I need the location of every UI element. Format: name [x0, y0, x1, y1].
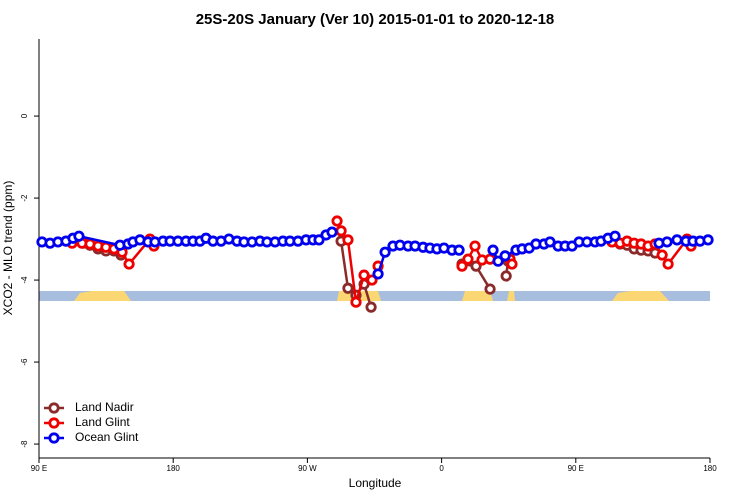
land-band [507, 291, 515, 301]
point [609, 230, 621, 242]
land-band [462, 291, 493, 301]
point [487, 244, 499, 256]
y-tick-label: -4 [20, 276, 29, 284]
y-axis-label: XCO2 - MLO trend (ppm) [1, 181, 15, 316]
x-tick-label: 180 [167, 464, 181, 473]
land-band [612, 291, 669, 301]
point [453, 244, 465, 256]
point [661, 236, 673, 248]
point [313, 234, 325, 246]
land-band [74, 291, 131, 301]
point [365, 301, 377, 313]
point [671, 234, 683, 246]
legend-label: Land Nadir [75, 400, 134, 414]
y-tick-label: -8 [20, 440, 29, 448]
point [544, 236, 556, 248]
x-tick-label: 90 E [31, 464, 47, 473]
point [456, 260, 468, 272]
point [379, 246, 391, 258]
point [656, 249, 668, 261]
point [484, 283, 496, 295]
point [662, 258, 674, 270]
point [499, 250, 511, 262]
x-tick-label: 90 E [568, 464, 584, 473]
point [123, 258, 135, 270]
point [366, 274, 378, 286]
surface-band [39, 291, 710, 301]
legend-marker [48, 417, 60, 429]
y-tick-label: 0 [20, 113, 29, 118]
y-tick-label: -2 [20, 194, 29, 202]
chart-title: 25S-20S January (Ver 10) 2015-01-01 to 2… [196, 11, 555, 28]
point [702, 234, 714, 246]
x-tick-label: 180 [703, 464, 717, 473]
point [331, 215, 343, 227]
y-tick-label: -6 [20, 358, 29, 366]
point [492, 255, 504, 267]
point [372, 268, 384, 280]
point [350, 296, 362, 308]
point [342, 234, 354, 246]
x-tick-label: 0 [439, 464, 444, 473]
x-tick-label: 90 W [298, 464, 317, 473]
point [335, 225, 347, 237]
point [506, 258, 518, 270]
legend-label: Ocean Glint [75, 430, 139, 444]
point [469, 240, 481, 252]
point [73, 230, 85, 242]
point [462, 253, 474, 265]
x-axis-label: Longitude [349, 476, 402, 490]
point [326, 226, 338, 238]
point [358, 269, 370, 281]
legend-marker [48, 432, 60, 444]
legend-marker [48, 402, 60, 414]
point [500, 270, 512, 282]
legend-label: Land Glint [75, 415, 130, 429]
point [342, 282, 354, 294]
